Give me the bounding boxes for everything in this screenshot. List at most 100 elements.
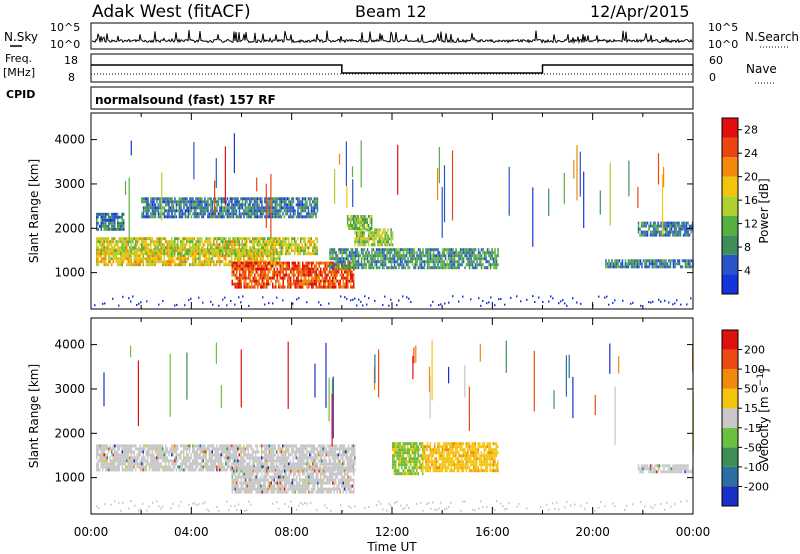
noise-cell: [276, 296, 278, 299]
echo-cell: [133, 246, 135, 250]
echo-cell: [294, 249, 296, 253]
noise-cell: [362, 304, 364, 307]
echo-cell: [358, 240, 361, 244]
freq-line: [91, 64, 693, 74]
echo-cell: [232, 215, 235, 219]
echo-cell: [105, 447, 107, 451]
echo-cell: [383, 266, 385, 270]
echo-cell: [303, 240, 305, 244]
echo-cell: [379, 234, 382, 238]
echo-cell: [303, 252, 305, 256]
echo-cell: [234, 197, 236, 201]
echo-cell: [229, 212, 232, 216]
echo-cell: [153, 257, 155, 261]
echo-cell: [214, 254, 216, 258]
echo-cell: [180, 240, 182, 244]
echo-cell: [405, 254, 408, 258]
echo-cell: [266, 273, 268, 277]
echo-cell: [393, 257, 396, 261]
echo-cell: [154, 206, 157, 210]
echo-cell: [387, 248, 390, 252]
echo-cell: [159, 237, 161, 241]
echo-cell: [274, 212, 277, 216]
echo-cell: [181, 465, 183, 469]
echo-cell: [148, 260, 150, 264]
echo-cell: [208, 453, 210, 457]
echo-cell: [274, 453, 276, 457]
echo-cell: [299, 270, 301, 274]
echo-cell: [118, 456, 120, 460]
echo-cell: [669, 227, 671, 231]
echo-cell: [256, 206, 259, 210]
echo-cell: [347, 263, 349, 267]
echo-cell: [235, 462, 237, 466]
echo-cell: [324, 261, 326, 265]
echo-cell: [214, 206, 217, 210]
echo-cell: [192, 468, 194, 472]
echo-cell: [226, 212, 229, 216]
echo-cell: [162, 243, 164, 247]
echo-cell: [166, 197, 169, 201]
echo-cell: [358, 234, 361, 238]
echo-cell: [261, 279, 263, 283]
echo-cell: [299, 282, 301, 286]
echo-cell: [679, 233, 682, 237]
echo-cell: [193, 246, 195, 250]
echo-cell: [126, 246, 128, 250]
echo-cell: [373, 240, 376, 244]
echo-cell: [156, 465, 158, 469]
echo-cell: [226, 254, 228, 258]
echo-cell: [300, 249, 302, 253]
echo-cell: [219, 263, 221, 267]
echo-cell: [262, 240, 264, 244]
echo-cell: [369, 254, 372, 258]
echo-cell: [285, 197, 287, 201]
echo-cell: [130, 453, 132, 457]
echo-cell: [163, 209, 166, 213]
echo-cell: [171, 212, 173, 216]
echo-cell: [326, 285, 328, 289]
echo-cell: [103, 212, 105, 216]
echo-cell: [100, 221, 102, 225]
echo-cell: [341, 248, 343, 252]
echo-cell: [220, 249, 222, 253]
echo-cell: [186, 444, 188, 448]
echo-cell: [386, 248, 388, 252]
echo-cell: [304, 237, 306, 241]
echo-cell: [462, 260, 465, 264]
echo-cell: [202, 243, 204, 247]
echo-cell: [174, 197, 176, 201]
echo-cell: [264, 273, 266, 277]
echo-cell: [321, 270, 323, 274]
echo-cell: [201, 249, 203, 253]
echo-cell: [178, 468, 180, 472]
echo-cell: [159, 240, 161, 244]
echo-cell: [198, 252, 200, 256]
echo-cell: [142, 209, 145, 213]
echo-cell: [450, 248, 453, 252]
echo-cell: [260, 261, 262, 265]
echo-cell: [102, 257, 104, 261]
echo-cell: [304, 249, 306, 253]
echo-cell: [305, 276, 307, 280]
echo-cell: [198, 249, 200, 253]
echo-cell: [666, 227, 668, 231]
echo-cell: [353, 285, 355, 289]
noise-cell: [440, 303, 442, 306]
echo-cell: [186, 447, 188, 451]
echo-cell: [256, 444, 258, 448]
echo-cell: [222, 254, 224, 258]
echo-cell: [314, 267, 316, 271]
echo-cell: [216, 263, 218, 267]
echo-cell: [258, 459, 260, 463]
echo-cell: [271, 462, 273, 466]
noise-cell: [130, 300, 132, 303]
echo-cell: [171, 240, 173, 244]
echo-cell: [198, 215, 200, 219]
echo-cell: [171, 215, 173, 219]
echo-cell: [329, 276, 331, 280]
echo-cell: [345, 279, 347, 283]
echo-cell: [411, 248, 414, 252]
echo-cell: [168, 257, 170, 261]
echo-cell: [213, 254, 215, 258]
